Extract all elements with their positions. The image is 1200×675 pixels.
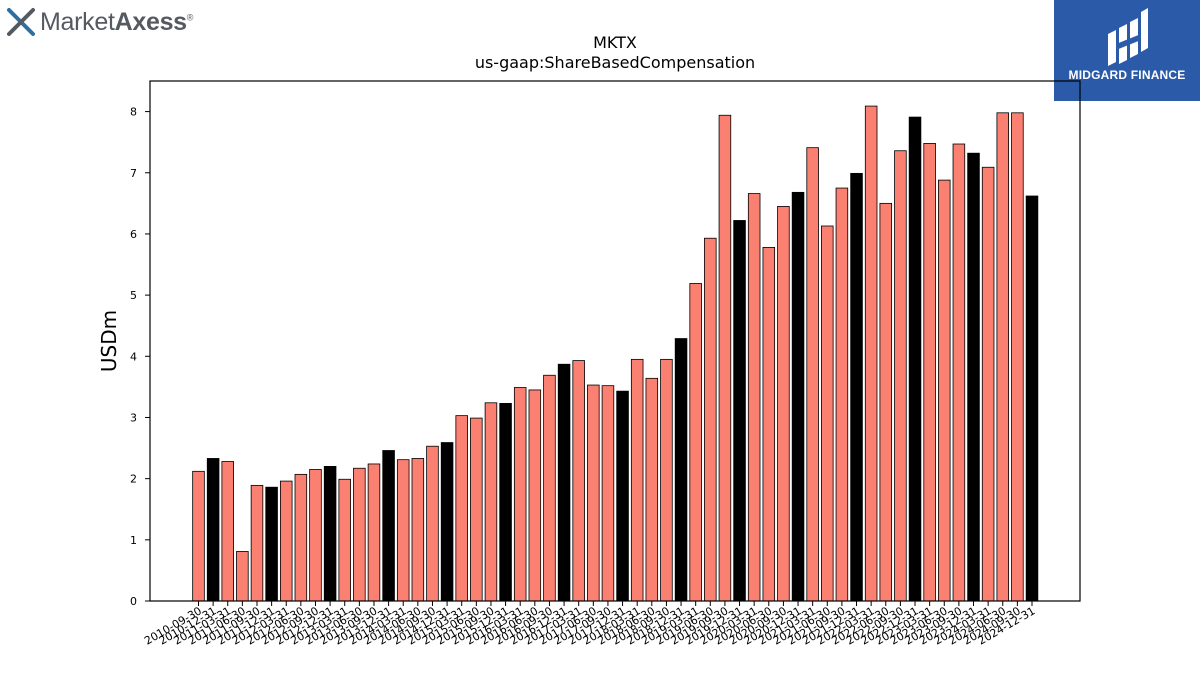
bar-2011-06-30 xyxy=(236,551,249,602)
bar-2024-06-30 xyxy=(996,112,1010,602)
bar-2014-06-30 xyxy=(411,458,425,602)
bar-2018-03-31 xyxy=(630,358,644,602)
bar-2020-06-30 xyxy=(762,246,776,602)
plot-frame xyxy=(149,80,1081,602)
brand-name-bold: Axess xyxy=(114,7,187,36)
bar-2015-09-30 xyxy=(484,402,498,602)
watermark-text: MIDGARD FINANCE xyxy=(1068,68,1186,82)
x-mark-icon xyxy=(7,8,35,36)
brand-registered-mark: ® xyxy=(186,12,194,23)
y-tick-label: 6 xyxy=(130,228,137,241)
bar-2018-09-30 xyxy=(660,358,673,602)
y-axis: 0 1 2 3 4 5 6 7 8 xyxy=(130,106,150,608)
bar-2014-09-30 xyxy=(426,445,439,602)
y-tick-label: 0 xyxy=(130,595,137,608)
bar-2015-12-31 xyxy=(499,402,512,602)
bar-2021-12-31 xyxy=(850,172,863,602)
bar-2016-09-30 xyxy=(543,374,556,602)
brand-name-regular: Market xyxy=(40,7,115,36)
chart-title: MKTX xyxy=(593,33,637,52)
bar-2018-12-31 xyxy=(674,338,688,602)
bar-2013-12-31 xyxy=(382,450,395,602)
y-tick-label: 7 xyxy=(130,167,137,180)
bar-2013-09-30 xyxy=(367,463,381,602)
bar-2020-09-30 xyxy=(777,206,790,602)
bar-2020-03-31 xyxy=(747,193,761,602)
bar-2019-06-30 xyxy=(704,237,717,602)
y-tick-label: 8 xyxy=(130,106,137,119)
bar-2013-03-31 xyxy=(338,478,351,602)
bar-2018-06-30 xyxy=(645,377,659,602)
bars-group xyxy=(192,105,1039,602)
bar-2011-03-31 xyxy=(221,461,234,602)
bar-2015-03-31 xyxy=(455,415,468,602)
bar-2019-03-31 xyxy=(689,283,702,602)
y-axis-label: USDm xyxy=(97,310,121,372)
bar-2014-12-31 xyxy=(440,442,454,602)
bar-2023-06-30 xyxy=(938,179,951,602)
y-tick-label: 2 xyxy=(130,473,137,486)
y-tick-label: 1 xyxy=(130,534,137,547)
bar-2014-03-31 xyxy=(396,459,410,602)
bar-2017-06-30 xyxy=(587,384,600,602)
bar-2022-03-31 xyxy=(864,105,878,602)
bar-2010-12-31 xyxy=(206,458,220,602)
bar-2012-12-31 xyxy=(323,466,337,602)
midgard-logo-icon xyxy=(1108,8,1148,66)
bar-2023-12-31 xyxy=(967,152,980,602)
bar-2022-12-31 xyxy=(908,116,922,602)
y-tick-label: 5 xyxy=(130,289,137,302)
y-tick-label: 4 xyxy=(130,350,137,363)
bar-2023-09-30 xyxy=(952,143,966,602)
bar-2012-03-31 xyxy=(279,480,293,602)
bar-2012-09-30 xyxy=(309,469,322,602)
chart-subtitle: us-gaap:ShareBasedCompensation xyxy=(475,53,755,72)
bar-2019-09-30 xyxy=(718,114,732,602)
bar-2024-12-31 xyxy=(1025,195,1039,602)
bar-2021-06-30 xyxy=(821,225,834,602)
bar-2024-03-31 xyxy=(981,166,995,602)
bar-2021-03-31 xyxy=(806,147,819,602)
bar-2016-12-31 xyxy=(557,363,571,602)
bar-2017-12-31 xyxy=(616,390,629,602)
bar-2011-12-31 xyxy=(265,486,278,602)
bar-2023-03-31 xyxy=(923,142,936,602)
market-axess-logo: MarketAxess® xyxy=(6,4,193,40)
bar-2024-09-30 xyxy=(1011,112,1024,602)
bar-2017-03-31 xyxy=(572,360,585,602)
midgard-finance-watermark: MIDGARD FINANCE xyxy=(1054,0,1200,101)
bar-2021-09-30 xyxy=(835,187,849,602)
bar-2016-06-30 xyxy=(528,389,542,602)
bar-2016-03-31 xyxy=(513,387,527,602)
bar-2017-09-30 xyxy=(601,385,615,602)
bar-2022-09-30 xyxy=(894,150,907,602)
x-axis: 2010-09-302010-12-312011-03-312011-06-30… xyxy=(142,601,1038,648)
bar-2022-06-30 xyxy=(879,202,893,602)
bar-2012-06-30 xyxy=(294,473,308,602)
y-tick-label: 3 xyxy=(130,411,137,424)
brand-name: MarketAxess® xyxy=(40,8,193,37)
bar-2019-12-31 xyxy=(733,220,746,602)
bar-2013-06-30 xyxy=(353,467,366,602)
bar-2015-06-30 xyxy=(470,417,483,602)
bar-2011-09-30 xyxy=(250,484,264,602)
bar-2010-09-30 xyxy=(192,470,205,602)
bar-2020-12-31 xyxy=(791,191,805,602)
